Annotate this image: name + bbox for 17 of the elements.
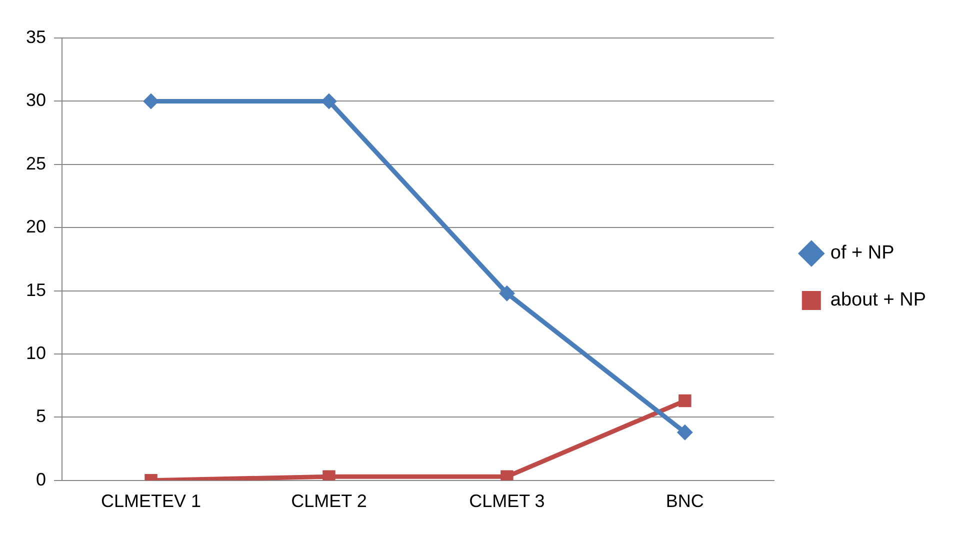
y-tick-label: 35 <box>26 26 46 47</box>
y-tick-label: 0 <box>36 469 46 490</box>
y-tick-label: 10 <box>26 342 46 363</box>
y-tick-label: 15 <box>26 280 46 300</box>
point <box>676 424 693 440</box>
x-tick-label: CLMETEV 1 <box>100 491 202 512</box>
y-tick-label: 20 <box>26 216 46 237</box>
legend-label: about + NP <box>830 290 926 311</box>
legend-label: of + NP <box>830 242 894 264</box>
x-tick-label: CLMET 2 <box>291 491 367 512</box>
y-tick-label: 30 <box>26 90 46 110</box>
x-tick-label: CLMET 3 <box>469 491 545 512</box>
y-tick-label: 25 <box>26 153 46 174</box>
point <box>678 394 692 408</box>
point <box>498 285 515 302</box>
x-tick-label: BNC <box>666 491 704 512</box>
y-tick-label: 5 <box>36 406 46 426</box>
